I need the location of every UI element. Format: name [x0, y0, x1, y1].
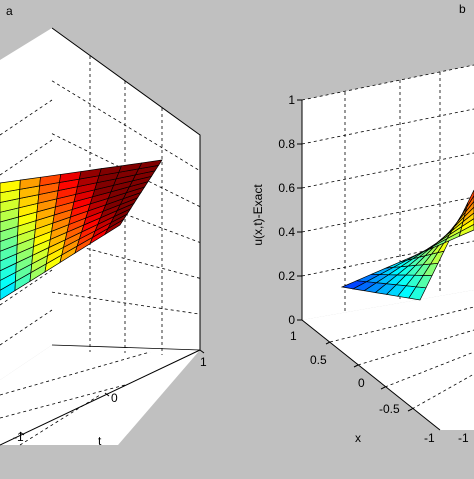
panel-b-z-tick-1: 1	[288, 93, 295, 107]
panel-b-z-axis-label: u(x,t)-Exact	[251, 184, 265, 246]
panel-a-t-tick-1: 1	[200, 355, 207, 369]
panel-b-z-tick-0.2: 0.2	[278, 269, 295, 283]
panel-b-z-tick-0.6: 0.6	[278, 181, 295, 195]
tick-mark	[408, 409, 412, 411]
panel-a-label: a	[6, 4, 13, 18]
tick-mark	[200, 350, 204, 353]
panel-a-t-tick-neg1: -1	[13, 430, 24, 444]
panel-b-x-tick-neg0.5: -0.5	[379, 402, 400, 416]
panel-b-t-tick-neg1: -1	[458, 431, 469, 445]
panel-a: a 1 0 -1 t	[0, 4, 207, 448]
panel-b: b 1 0.8 0.6 0.4 0.2 0 u(x,t)-Exact 1 0.5…	[251, 2, 474, 445]
tick-mark	[381, 387, 385, 389]
tick-mark	[354, 365, 358, 367]
panel-b-z-tick-0: 0	[288, 313, 295, 327]
panel-b-x-tick-neg1: -1	[424, 431, 435, 445]
panel-b-x-tick-1: 1	[290, 329, 297, 343]
panel-b-z-tick-0.4: 0.4	[278, 225, 295, 239]
panel-a-t-tick-0: 0	[111, 391, 118, 405]
panel-b-x-axis-label: x	[355, 431, 361, 445]
panel-b-z-tick-0.8: 0.8	[278, 137, 295, 151]
panel-b-label: b	[459, 2, 466, 16]
panel-b-x-tick-0.5: 0.5	[310, 353, 327, 367]
panel-b-x-tick-0: 0	[358, 376, 365, 390]
